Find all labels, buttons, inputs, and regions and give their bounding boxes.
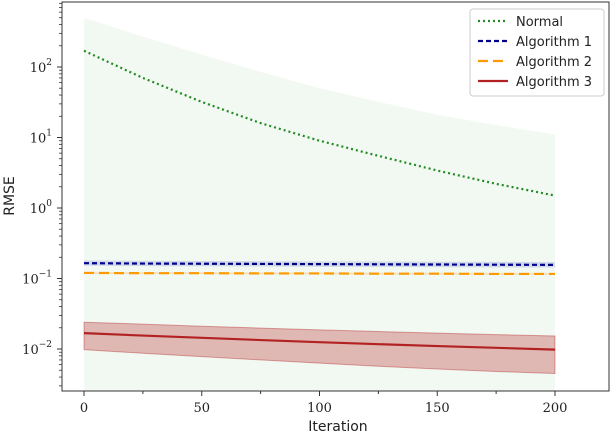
line-normal — [83, 49, 556, 197]
legend: Normal Algorithm 1 Algorithm 2 Algorithm 3 — [469, 8, 605, 97]
y-axis-ticks: 102 101 100 10−1 10−2 — [22, 2, 62, 387]
band-algorithm-3 — [83, 321, 556, 374]
legend-label: Normal — [516, 15, 563, 30]
legend-label: Algorithm 3 — [516, 75, 592, 90]
x-tick-label: 50 — [193, 401, 210, 416]
x-axis-ticks: 0 50 100 150 200 — [80, 391, 568, 416]
x-tick-label: 100 — [307, 401, 332, 416]
x-tick-label: 200 — [543, 401, 568, 416]
plot-area-frame — [61, 1, 610, 392]
band-normal — [84, 17, 555, 391]
x-axis-label: Iteration — [308, 419, 367, 435]
y-axis-label: RMSE — [2, 176, 18, 216]
legend-label: Algorithm 1 — [516, 35, 592, 50]
x-tick-label: 0 — [80, 401, 88, 416]
series-lines — [83, 49, 556, 351]
line-algorithm-3 — [83, 332, 556, 351]
y-tick-label: 10−2 — [22, 340, 52, 358]
confidence-bands — [83, 17, 556, 391]
line-algorithm-1 — [83, 262, 556, 266]
y-tick-label: 101 — [30, 129, 52, 147]
x-tick-label: 150 — [425, 401, 450, 416]
line-algorithm-2 — [83, 271, 555, 276]
y-tick-label: 10−1 — [22, 270, 52, 288]
y-tick-label: 102 — [30, 58, 52, 76]
legend-label: Algorithm 2 — [516, 55, 592, 70]
legend-box — [469, 8, 605, 97]
y-tick-label: 100 — [30, 199, 53, 217]
